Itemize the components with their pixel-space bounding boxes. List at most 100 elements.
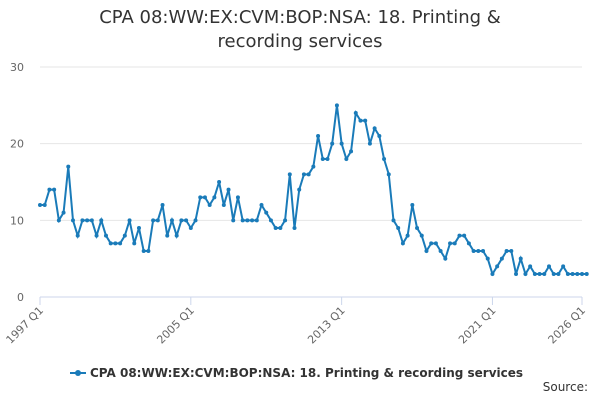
point [316,134,321,138]
x-tick-label: 2021 Q1 [456,304,499,347]
point [565,272,570,276]
point [391,218,396,223]
point [113,241,118,246]
point [250,218,255,223]
point [353,111,358,115]
point [212,195,217,200]
point [75,233,80,238]
point [278,226,283,230]
point [118,241,123,246]
point [66,164,71,169]
point [457,233,462,238]
point [405,233,410,238]
point [471,249,476,253]
point [570,272,575,276]
point [504,249,509,253]
point [94,233,99,238]
point [89,218,94,223]
point [433,241,438,246]
point [146,249,151,253]
point [301,172,306,177]
point [443,256,448,261]
point [367,141,372,146]
point [547,264,552,269]
point [268,218,273,223]
x-tick-label: 2005 Q1 [154,304,197,347]
point [344,157,349,161]
y-tick-label: 30 [10,61,24,74]
point [127,218,132,223]
point [155,218,160,223]
point [42,203,47,207]
point [122,233,127,238]
point [202,195,207,200]
point [415,226,420,230]
point [297,187,302,192]
point [575,272,580,276]
point [273,226,278,230]
y-tick-label: 10 [10,214,24,227]
point [165,233,170,238]
point [523,272,528,276]
point [52,187,57,192]
point [330,141,335,146]
point [334,103,339,108]
point [136,226,141,230]
point [287,172,292,177]
point [207,203,212,207]
point [400,241,405,246]
point [70,218,75,223]
point [561,264,566,269]
point [499,256,504,261]
point [99,218,104,223]
point [518,256,523,261]
point [382,157,387,161]
point [377,134,382,138]
point [188,226,193,230]
point [254,218,259,223]
point [184,218,189,223]
point [481,249,486,253]
point [532,272,537,276]
point [495,264,500,269]
point [429,241,434,246]
y-tick-label: 0 [17,291,24,304]
point [410,203,415,207]
point [514,272,519,276]
point [320,157,325,161]
point [141,249,146,253]
point [160,203,165,207]
point [174,233,179,238]
point [56,218,61,223]
point [424,249,429,253]
point [339,141,344,146]
point [306,172,311,177]
legend-text: CPA 08:WW:EX:CVM:BOP:NSA: 18. Printing &… [90,366,523,380]
point [325,157,330,161]
point [485,256,490,261]
point [221,203,226,207]
point [584,272,589,276]
point [217,180,222,184]
point [537,272,542,276]
point [47,187,52,192]
point [179,218,184,223]
point [85,218,90,223]
point [259,203,264,207]
chart-title: CPA 08:WW:EX:CVM:BOP:NSA: 18. Printing &… [99,7,501,52]
point [438,249,443,253]
point [198,195,203,200]
point [542,272,547,276]
x-tick-label: 2026 Q1 [546,304,589,347]
point [132,241,137,246]
point [169,218,174,223]
point [311,164,316,169]
point [80,218,85,223]
point [448,241,453,246]
series-line [40,105,587,277]
point [528,264,533,269]
point [580,272,584,276]
point [419,233,424,238]
